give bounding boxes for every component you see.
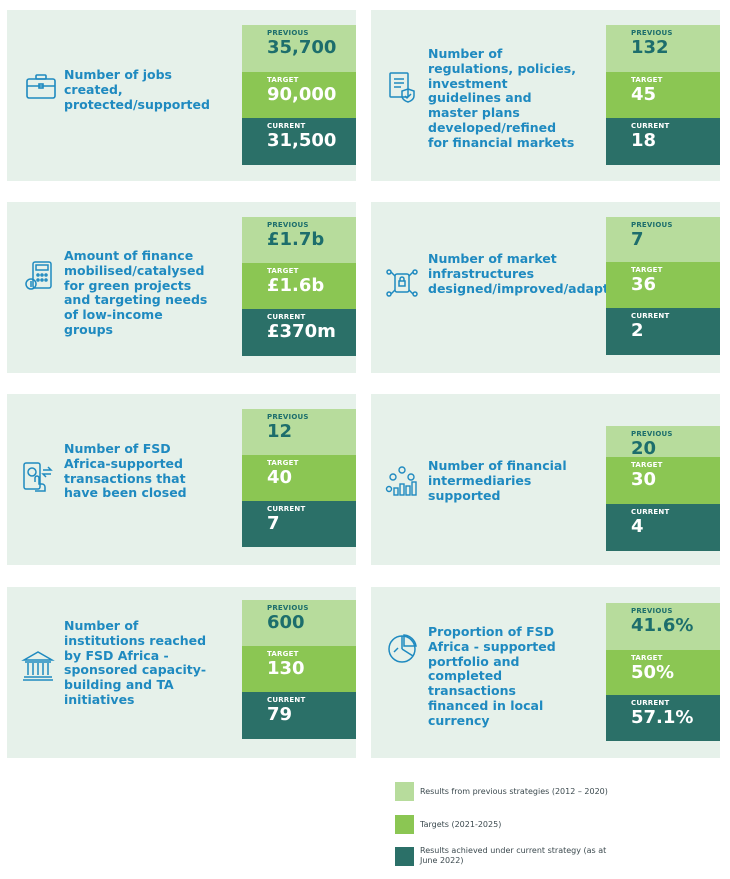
- previous-value: 20: [631, 438, 657, 459]
- current-value: 18: [631, 130, 657, 151]
- previous-value-block: PREVIOUS 12: [242, 409, 356, 455]
- kpi-card-intermediaries: Number of financial intermediaries suppo…: [371, 394, 720, 565]
- current-value: 31,500: [267, 130, 337, 151]
- current-value: 7: [267, 513, 280, 534]
- target-value-block: TARGET £1.6b: [242, 263, 356, 309]
- current-value: 4: [631, 516, 644, 537]
- target-value: £1.6b: [267, 275, 325, 296]
- target-value-block: TARGET 30: [606, 457, 720, 504]
- policy-document-icon: [385, 70, 419, 104]
- current-value-block: CURRENT 2: [606, 308, 720, 355]
- target-value-block: TARGET 36: [606, 262, 720, 308]
- kpi-label: Amount of finance mobilised/catalysed fo…: [64, 248, 208, 337]
- current-value-block: CURRENT 4: [606, 504, 720, 551]
- previous-value-block: PREVIOUS 600: [242, 600, 356, 646]
- legend-swatch-previous: [395, 782, 414, 801]
- kpi-label: Number of regulations, policies, investm…: [428, 46, 576, 150]
- legend-text: Results from previous strategies (2012 –…: [420, 787, 608, 796]
- current-value-block: CURRENT 18: [606, 118, 720, 165]
- current-value-block: CURRENT 79: [242, 692, 356, 739]
- target-value-block: TARGET 90,000: [242, 72, 356, 118]
- finance-calculator-icon: [24, 258, 58, 292]
- kpi-label: Number of jobs created, protected/suppor…: [64, 67, 210, 112]
- legend-text: Targets (2021-2025): [420, 820, 502, 829]
- current-value: 57.1%: [631, 707, 694, 728]
- kpi-label: Number of market infrastructures designe…: [428, 251, 627, 296]
- kpi-label: Number of financial intermediaries suppo…: [428, 458, 567, 503]
- target-value: 130: [267, 658, 305, 679]
- previous-value-block: PREVIOUS 35,700: [242, 25, 356, 72]
- previous-value: £1.7b: [267, 229, 325, 250]
- kpi-card-institutions: Number of institutions reached by FSD Af…: [7, 587, 356, 758]
- legend-swatch-current: [395, 847, 414, 866]
- current-value-block: CURRENT 7: [242, 501, 356, 547]
- previous-value-block: PREVIOUS £1.7b: [242, 217, 356, 263]
- kpi-label: Number of institutions reached by FSD Af…: [64, 618, 207, 707]
- target-value: 36: [631, 274, 657, 295]
- kpi-card-local-currency: Proportion of FSD Africa - supported por…: [371, 587, 720, 758]
- previous-value: 41.6%: [631, 615, 694, 636]
- target-value-block: TARGET 50%: [606, 650, 720, 695]
- legend-text: Results achieved under current strategy …: [420, 846, 607, 865]
- kpi-card-transactions: Number of FSD Africa-supported transacti…: [7, 394, 356, 565]
- target-value: 30: [631, 469, 657, 490]
- previous-value: 12: [267, 421, 293, 442]
- target-value-block: TARGET 45: [606, 72, 720, 118]
- institution-building-icon: [21, 649, 55, 683]
- previous-value: 7: [631, 229, 644, 250]
- target-value-block: TARGET 40: [242, 455, 356, 501]
- previous-value: 35,700: [267, 37, 337, 58]
- current-value: £370m: [267, 321, 336, 342]
- kpi-label: Proportion of FSD Africa - supported por…: [428, 624, 556, 728]
- kpi-label: Number of FSD Africa-supported transacti…: [64, 441, 187, 501]
- mobile-transaction-icon: [21, 460, 55, 494]
- previous-value-block: PREVIOUS 41.6%: [606, 603, 720, 650]
- target-value: 50%: [631, 662, 675, 683]
- pie-chart-icon: [385, 632, 419, 666]
- target-value: 40: [267, 467, 293, 488]
- kpi-card-regulations: Number of regulations, policies, investm…: [371, 10, 720, 181]
- kpi-card-market-infrastructures: Number of market infrastructures designe…: [371, 202, 720, 373]
- target-value: 90,000: [267, 84, 337, 105]
- previous-value-block: PREVIOUS 132: [606, 25, 720, 72]
- intermediaries-chart-icon: [385, 464, 419, 498]
- kpi-card-finance: Amount of finance mobilised/catalysed fo…: [7, 202, 356, 373]
- legend-swatch-target: [395, 815, 414, 834]
- previous-value-block: PREVIOUS 20: [606, 426, 720, 459]
- infrastructure-lock-icon: [385, 266, 419, 300]
- briefcase-icon: [24, 70, 58, 104]
- current-value: 2: [631, 320, 644, 341]
- previous-value: 600: [267, 612, 305, 633]
- current-value-block: CURRENT 57.1%: [606, 695, 720, 741]
- target-value: 45: [631, 84, 657, 105]
- target-value-block: TARGET 130: [242, 646, 356, 692]
- previous-value: 132: [631, 37, 669, 58]
- current-value-block: CURRENT £370m: [242, 309, 356, 356]
- kpi-card-jobs: Number of jobs created, protected/suppor…: [7, 10, 356, 181]
- current-value-block: CURRENT 31,500: [242, 118, 356, 165]
- current-value: 79: [267, 704, 293, 725]
- previous-value-block: PREVIOUS 7: [606, 217, 720, 262]
